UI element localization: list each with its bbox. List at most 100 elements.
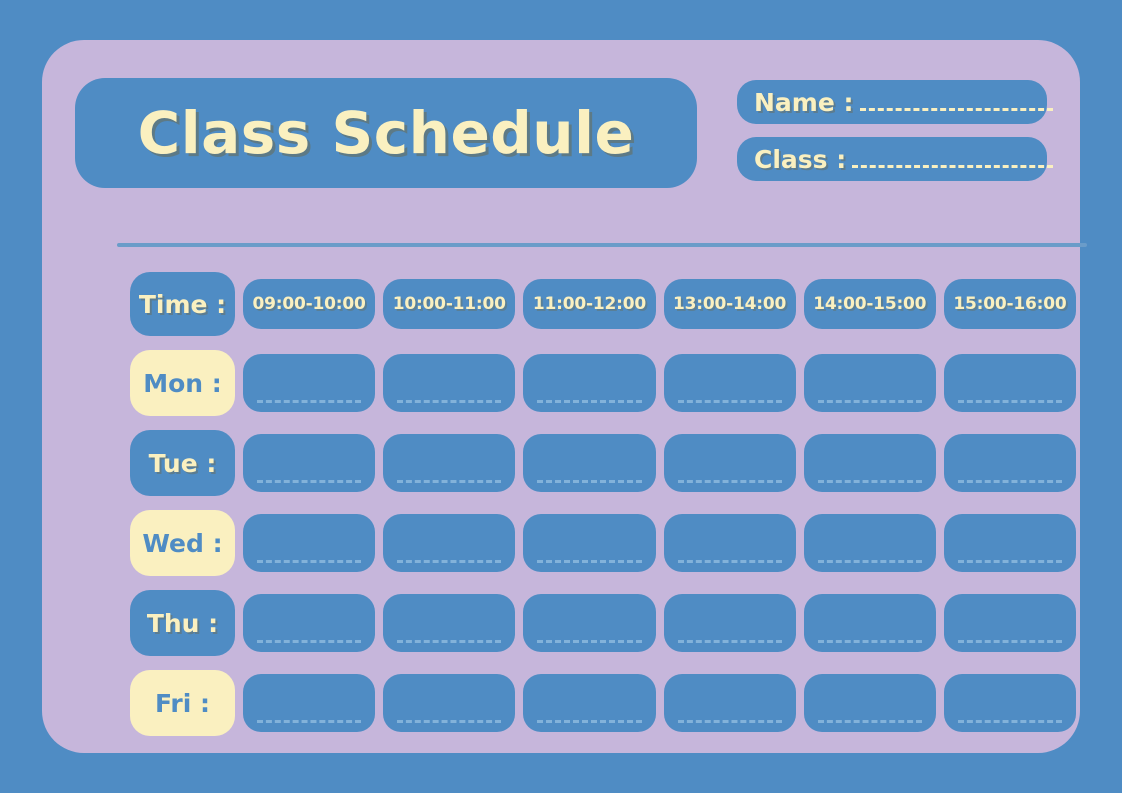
entry-cell-mon-5[interactable] bbox=[803, 354, 936, 412]
day-label-cell-tue: Tue : bbox=[130, 430, 235, 496]
entry-cell-tue-3[interactable] bbox=[523, 434, 656, 492]
day-label-cell-fri: Fri : bbox=[130, 670, 235, 736]
time-slot-label-6: 15:00-16:00 bbox=[953, 294, 1067, 314]
entry-cell-mon-4[interactable] bbox=[663, 354, 796, 412]
entry-cell-mon-3[interactable] bbox=[523, 354, 656, 412]
entry-cell-thu-1[interactable] bbox=[243, 594, 376, 652]
entry-writeline bbox=[677, 480, 782, 483]
entry-writeline bbox=[537, 720, 642, 723]
page-title: Class Schedule bbox=[137, 99, 635, 167]
day-row-thu: Thu : bbox=[130, 590, 1077, 656]
entry-writeline bbox=[817, 400, 922, 403]
entry-cell-fri-4[interactable] bbox=[663, 674, 796, 732]
name-input[interactable] bbox=[859, 107, 1053, 111]
day-label-tue: Tue : bbox=[148, 448, 217, 478]
day-cells-wed bbox=[243, 514, 1077, 572]
time-header-label-cell: Time : bbox=[130, 272, 235, 336]
time-slot-label-4: 13:00-14:00 bbox=[673, 294, 787, 314]
entry-cell-wed-2[interactable] bbox=[383, 514, 516, 572]
schedule-grid: Time : 09:00-10:00 10:00-11:00 11:00-12:… bbox=[130, 272, 1077, 736]
entry-cell-fri-2[interactable] bbox=[383, 674, 516, 732]
day-cells-mon bbox=[243, 354, 1077, 412]
entry-writeline bbox=[537, 480, 642, 483]
entry-cell-wed-5[interactable] bbox=[803, 514, 936, 572]
entry-cell-wed-6[interactable] bbox=[943, 514, 1077, 572]
title-banner: Class Schedule bbox=[75, 78, 697, 188]
entry-writeline bbox=[397, 640, 502, 643]
entry-writeline bbox=[397, 400, 502, 403]
time-slot-label-2: 10:00-11:00 bbox=[392, 294, 506, 314]
entry-writeline bbox=[957, 720, 1063, 723]
entry-cell-fri-3[interactable] bbox=[523, 674, 656, 732]
day-cells-thu bbox=[243, 594, 1077, 652]
header-area: Class Schedule Name : Class : bbox=[75, 78, 1053, 188]
entry-cell-thu-3[interactable] bbox=[523, 594, 656, 652]
time-slot-header-4: 13:00-14:00 bbox=[663, 279, 796, 329]
day-label-fri: Fri : bbox=[154, 688, 211, 718]
day-cells-fri bbox=[243, 674, 1077, 732]
entry-writeline bbox=[257, 480, 362, 483]
entry-writeline bbox=[677, 640, 782, 643]
entry-cell-wed-4[interactable] bbox=[663, 514, 796, 572]
entry-writeline bbox=[537, 400, 642, 403]
entry-cell-wed-1[interactable] bbox=[243, 514, 376, 572]
day-label-thu: Thu : bbox=[146, 608, 219, 638]
entry-cell-tue-5[interactable] bbox=[803, 434, 936, 492]
entry-cell-tue-2[interactable] bbox=[383, 434, 516, 492]
day-row-mon: Mon : bbox=[130, 350, 1077, 416]
entry-writeline bbox=[817, 720, 922, 723]
entry-cell-thu-2[interactable] bbox=[383, 594, 516, 652]
time-header-label: Time : bbox=[138, 289, 227, 319]
entry-writeline bbox=[957, 640, 1063, 643]
entry-cell-wed-3[interactable] bbox=[523, 514, 656, 572]
entry-writeline bbox=[677, 720, 782, 723]
entry-writeline bbox=[677, 400, 782, 403]
entry-writeline bbox=[397, 720, 502, 723]
entry-cell-mon-1[interactable] bbox=[243, 354, 376, 412]
entry-writeline bbox=[257, 640, 362, 643]
entry-cell-thu-5[interactable] bbox=[803, 594, 936, 652]
schedule-panel: Class Schedule Name : Class : Time : bbox=[42, 40, 1087, 753]
entry-cell-tue-4[interactable] bbox=[663, 434, 796, 492]
header-divider bbox=[117, 243, 1087, 247]
day-row-tue: Tue : bbox=[130, 430, 1077, 496]
entry-writeline bbox=[677, 560, 782, 563]
entry-writeline bbox=[257, 560, 362, 563]
entry-cell-fri-5[interactable] bbox=[803, 674, 936, 732]
entry-writeline bbox=[537, 560, 642, 563]
time-slot-header-5: 14:00-15:00 bbox=[803, 279, 936, 329]
class-field-row[interactable]: Class : bbox=[737, 137, 1053, 181]
day-label-cell-thu: Thu : bbox=[130, 590, 235, 656]
entry-cell-mon-6[interactable] bbox=[943, 354, 1077, 412]
entry-cell-fri-6[interactable] bbox=[943, 674, 1077, 732]
time-slot-label-5: 14:00-15:00 bbox=[813, 294, 927, 314]
time-header-row: Time : 09:00-10:00 10:00-11:00 11:00-12:… bbox=[130, 272, 1077, 336]
day-row-fri: Fri : bbox=[130, 670, 1077, 736]
entry-cell-thu-4[interactable] bbox=[663, 594, 796, 652]
day-cells-tue bbox=[243, 434, 1077, 492]
entry-cell-fri-1[interactable] bbox=[243, 674, 376, 732]
time-slot-label-3: 11:00-12:00 bbox=[532, 294, 646, 314]
time-slot-label-1: 09:00-10:00 bbox=[252, 294, 366, 314]
entry-writeline bbox=[957, 480, 1063, 483]
time-slot-header-1: 09:00-10:00 bbox=[243, 279, 376, 329]
entry-cell-thu-6[interactable] bbox=[943, 594, 1077, 652]
time-slot-header-6: 15:00-16:00 bbox=[943, 279, 1077, 329]
time-slot-header-2: 10:00-11:00 bbox=[383, 279, 516, 329]
entry-writeline bbox=[817, 640, 922, 643]
entry-writeline bbox=[957, 560, 1063, 563]
entry-writeline bbox=[957, 400, 1063, 403]
day-label-mon: Mon : bbox=[143, 368, 222, 398]
name-label: Name : bbox=[754, 87, 854, 117]
class-input[interactable] bbox=[852, 164, 1053, 168]
entry-cell-tue-1[interactable] bbox=[243, 434, 376, 492]
day-label-cell-mon: Mon : bbox=[130, 350, 235, 416]
entry-cell-mon-2[interactable] bbox=[383, 354, 516, 412]
entry-cell-tue-6[interactable] bbox=[943, 434, 1077, 492]
entry-writeline bbox=[257, 400, 362, 403]
name-field-row[interactable]: Name : bbox=[737, 80, 1053, 124]
entry-writeline bbox=[537, 640, 642, 643]
time-header-cells: 09:00-10:00 10:00-11:00 11:00-12:00 13:0… bbox=[243, 279, 1077, 329]
entry-writeline bbox=[817, 560, 922, 563]
